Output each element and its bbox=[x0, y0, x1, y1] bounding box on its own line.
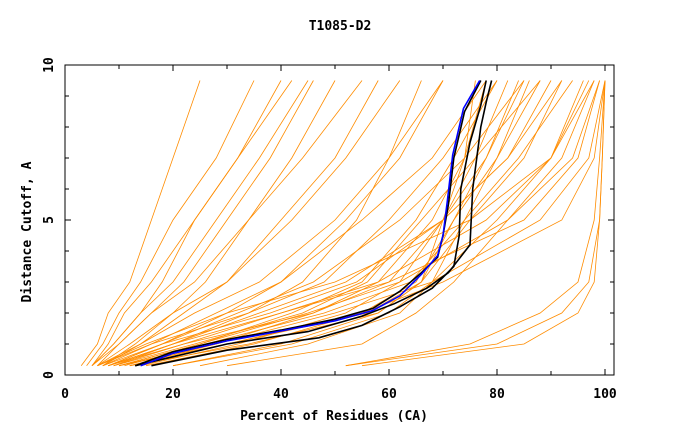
model-curve bbox=[361, 80, 606, 367]
model-curve bbox=[108, 80, 444, 367]
model-curve bbox=[172, 80, 530, 367]
y-tick-label: 5 bbox=[42, 216, 57, 224]
chart-title: T1085-D2 bbox=[309, 19, 372, 34]
model-curve bbox=[91, 80, 282, 366]
curves bbox=[80, 80, 606, 367]
x-tick-label: 20 bbox=[165, 387, 181, 402]
model-curve bbox=[113, 80, 422, 367]
x-tick-label: 60 bbox=[381, 387, 397, 402]
x-tick-label: 80 bbox=[489, 387, 505, 402]
y-tick-label: 10 bbox=[42, 57, 57, 73]
model-curve bbox=[97, 80, 498, 367]
highlight-curve-black bbox=[134, 80, 482, 367]
model-curve bbox=[108, 80, 519, 367]
model-curve bbox=[80, 80, 201, 366]
model-curve bbox=[86, 80, 255, 366]
model-curve bbox=[102, 80, 552, 367]
model-curve bbox=[102, 80, 336, 367]
model-curve bbox=[345, 80, 606, 367]
axis-ticks bbox=[64, 64, 614, 376]
x-axis-label: Percent of Residues (CA) bbox=[240, 409, 428, 424]
model-curve bbox=[129, 80, 487, 367]
model-curve bbox=[129, 80, 476, 367]
model-curve bbox=[91, 80, 293, 366]
x-tick-label: 100 bbox=[593, 387, 617, 402]
model-curve bbox=[97, 80, 379, 367]
model-curve bbox=[226, 80, 595, 367]
model-curve bbox=[113, 80, 541, 367]
y-axis-label: Distance Cutoff, A bbox=[20, 161, 35, 302]
highlight-curve-blue bbox=[140, 80, 481, 367]
x-tick-label: 40 bbox=[273, 387, 289, 402]
model-curve bbox=[91, 80, 314, 367]
x-tick-label: 0 bbox=[61, 387, 69, 402]
y-tick-label: 0 bbox=[42, 371, 57, 379]
highlight-curve-black bbox=[135, 80, 493, 367]
